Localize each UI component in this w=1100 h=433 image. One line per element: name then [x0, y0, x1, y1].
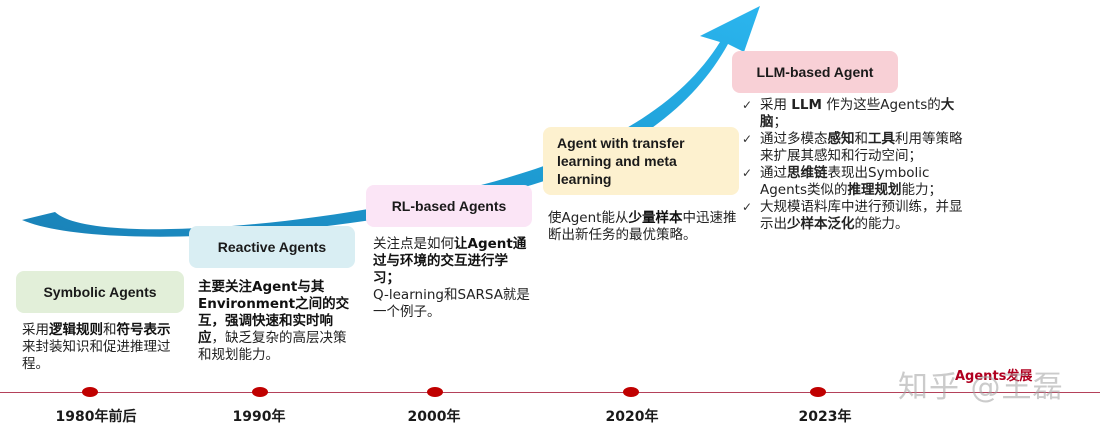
bullet-text: 采用	[760, 97, 792, 113]
stage-title-text: Symbolic Agents	[43, 284, 157, 300]
bullet-text: 能力；	[901, 182, 943, 198]
desc-text: Q-learning和SARSA就是一个例子。	[373, 287, 530, 320]
year-label-2020: 2020年	[605, 409, 659, 425]
stage-title-text: Agent with transfer learning and meta le…	[557, 135, 685, 187]
timeline-dot-2023	[810, 387, 826, 397]
desc-bold-text: 逻辑规则	[49, 322, 103, 338]
desc-text: 和	[103, 322, 117, 338]
bullet-item: ✓ 采用 LLM 作为这些Agents的大脑；	[742, 97, 972, 131]
desc-bold-text: 符号表示	[116, 322, 171, 338]
bullet-item: ✓ 大规模语料库中进行预训练，并显示出少样本泛化的能力。	[742, 199, 972, 233]
stage-title-rl-based-agents: RL-based Agents	[366, 185, 532, 227]
bullet-text: 大规模语料库中进行预训练，并显示出	[760, 199, 963, 232]
llm-agent-bullet-list: ✓ 采用 LLM 作为这些Agents的大脑； ✓ 通过多模态感知和工具利用等策…	[742, 97, 972, 233]
bullet-bold-text: 推理规划	[847, 182, 902, 198]
bullet-item: ✓ 通过思维链表现出Symbolic Agents类似的推理规划能力；	[742, 165, 972, 199]
desc-text: 中迅速推断出新任务的最优策略。	[548, 210, 737, 243]
year-label-2000: 2000年	[407, 409, 461, 425]
desc-text: 使Agent能从	[548, 210, 629, 226]
bullet-bold-text: LLM	[791, 97, 822, 113]
bullet-text: 的能力。	[854, 216, 909, 232]
desc-text: ，缺乏复杂的高层决策和规划能力。	[198, 330, 347, 363]
check-icon: ✓	[742, 200, 753, 214]
bullet-text: 和	[854, 131, 869, 147]
bullet-text: 通过多模态	[760, 131, 828, 147]
bullet-text: 利用等策略来扩展其感知和行动空间；	[760, 131, 963, 164]
stage-title-reactive-agents: Reactive Agents	[189, 226, 355, 268]
check-icon: ✓	[742, 98, 753, 112]
year-label-1980: 1980年前后	[55, 409, 137, 425]
desc-text: 采用	[22, 322, 49, 338]
stage-title-text: RL-based Agents	[391, 198, 507, 214]
bullet-item: ✓ 通过多模态感知和工具利用等策略来扩展其感知和行动空间；	[742, 131, 972, 165]
stage-title-transfer-meta-learning: Agent with transfer learning and meta le…	[543, 127, 739, 195]
timeline-dot-1990	[252, 387, 268, 397]
check-icon: ✓	[742, 132, 753, 146]
bullet-bold-text: 工具	[868, 131, 895, 147]
agents-development-label: Agents发展	[955, 369, 1033, 384]
desc-bold-text: 让Agent通过与环境的交互进行学习；	[373, 236, 527, 286]
year-label-1990: 1990年	[232, 409, 286, 425]
stage-description-reactive-agents: 主要关注Agent与其Environment之间的交互，强调快速和实时响应，缺乏…	[198, 279, 356, 364]
stage-title-text: Reactive Agents	[217, 239, 327, 255]
stage-description-rl-based-agents: 关注点是如何让Agent通过与环境的交互进行学习； Q-learning和SARS…	[373, 236, 533, 321]
timeline-dot-1980	[82, 387, 98, 397]
bullet-text: 表现出Symbolic Agents类似的	[760, 165, 930, 198]
bullet-bold-text: 感知	[827, 131, 855, 147]
stage-title-symbolic-agents: Symbolic Agents	[16, 271, 184, 313]
check-icon: ✓	[742, 166, 753, 180]
desc-text: 关注点是如何	[373, 236, 454, 252]
desc-text: 来封装知识和促进推理过程。	[22, 339, 171, 372]
bullet-text: 通过	[760, 165, 787, 181]
stage-title-text: LLM-based Agent	[756, 64, 874, 80]
desc-bold-text: 少量样本	[628, 210, 683, 226]
timeline-dot-2000	[427, 387, 443, 397]
timeline-dot-2020	[623, 387, 639, 397]
watermark: 知乎 @王磊	[898, 370, 1064, 405]
stage-description-transfer-meta-learning: 使Agent能从少量样本中迅速推断出新任务的最优策略。	[548, 210, 738, 244]
bullet-text: 作为这些Agents的	[821, 97, 941, 113]
desc-bold-text: 主要关注Agent与其Environment之间的交互，强调快速和实时响应	[198, 279, 350, 346]
stage-description-symbolic-agents: 采用逻辑规则和符号表示来封装知识和促进推理过程。	[22, 322, 182, 373]
bullet-bold-text: 思维链	[787, 165, 828, 181]
bullet-bold-text: 大脑	[760, 97, 955, 130]
year-label-2023: 2023年	[798, 409, 852, 425]
stage-title-llm-based-agent: LLM-based Agent	[732, 51, 898, 93]
bullet-bold-text: 少样本泛化	[787, 216, 855, 232]
bullet-text: ；	[773, 114, 788, 130]
timeline-axis	[0, 392, 1100, 393]
